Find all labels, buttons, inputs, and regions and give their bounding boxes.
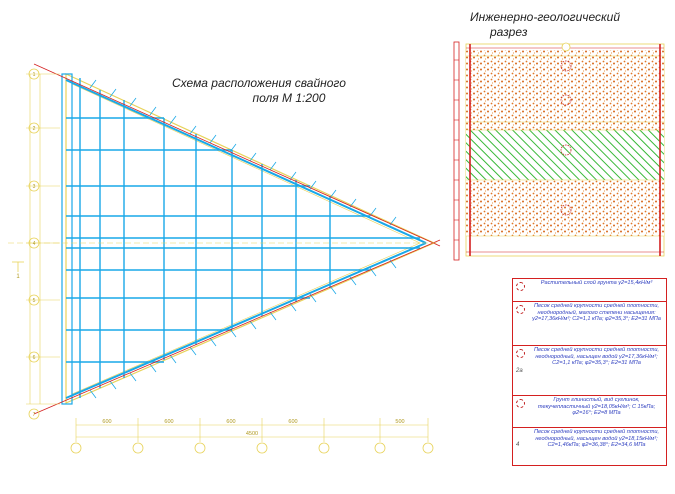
legend-text-2a: Песок средней крупности средней плотност…: [533, 347, 660, 367]
upper-axis-line: [33, 63, 441, 247]
plan-title-line2: поля М 1:200: [252, 91, 326, 105]
layer-marker-icon: [516, 305, 525, 314]
section-number-bubble: [561, 42, 571, 52]
depth-scale: [453, 41, 460, 261]
legend-num-4: 4: [516, 442, 520, 448]
bottom-dimension-chain: [75, 418, 429, 442]
section-title-line1: Инженерно-геологический: [470, 10, 621, 24]
section-cut-mark: [12, 261, 24, 272]
layer-sand-4: [466, 180, 664, 236]
dim-label-1: 600: [102, 419, 111, 425]
legend-text-4: Песок средней крупности средней плотност…: [533, 429, 660, 449]
geological-section: [453, 41, 665, 261]
row-label-2: 2: [33, 126, 36, 132]
layer-sand-2a: [466, 122, 664, 130]
section-title-line2: разрез: [490, 25, 528, 39]
legend-text-1: Растительный слой грунта γ2=15,4кН/м³: [540, 280, 653, 286]
lower-axis-line: [33, 239, 441, 415]
legend-row-3: Грунт глинистый, вид суглинок, текучепла…: [513, 395, 666, 427]
row-label-4: 4: [33, 241, 36, 247]
pile-ticks: [89, 79, 397, 399]
row-label-3: 3: [33, 184, 36, 190]
dim-label-2: 600: [164, 419, 173, 425]
legend-row-2a: 2а Песок средней крупности средней плотн…: [513, 345, 666, 395]
dim-total: 4500: [246, 431, 258, 437]
vertical-pile-lines: [79, 78, 331, 398]
legend-num-2a: 2а: [516, 368, 523, 374]
row-label-5: 5: [33, 298, 36, 304]
legend-row-1: Растительный слой грунта γ2=15,4кН/м³: [513, 279, 666, 301]
pile-field-plan: 1 2 3 4 5 6 7 1 600 600: [8, 63, 441, 454]
row-label-1: 1: [33, 72, 36, 78]
layer-topsoil: [466, 50, 664, 56]
row-label-6: 6: [33, 355, 36, 361]
section-title: Инженерно-геологический разрез: [470, 10, 620, 40]
left-dimension-chain: [26, 73, 60, 405]
plan-title-line1: Схема расположения свайного: [172, 76, 346, 90]
layer-sand-1: [466, 56, 664, 122]
plan-title: Схема расположения свайного поля М 1:200: [172, 76, 346, 106]
column-axis-bubbles: [70, 442, 434, 454]
legend-text-2: Песок средней крупности средней плотност…: [532, 303, 661, 323]
layer-marker-icon: [516, 282, 525, 291]
left-grillage-beam: [61, 73, 73, 405]
section-cut-label: 1: [16, 274, 20, 280]
layer-marker-icon: [516, 349, 525, 358]
soil-legend: Растительный слой грунта γ2=15,4кН/м³ Пе…: [512, 278, 667, 466]
layer-marker-icon: [516, 399, 525, 408]
legend-row-2: Песок средней крупности средней плотност…: [513, 301, 666, 345]
dim-label-5: 500: [395, 419, 404, 425]
row-axis-bubbles: [28, 68, 40, 420]
legend-text-3: Грунт глинистый, вид суглинок, текучепла…: [537, 397, 656, 417]
horizontal-pile-lines: [66, 117, 420, 363]
dim-label-3: 600: [226, 419, 235, 425]
dim-label-4: 600: [288, 419, 297, 425]
row-label-7: 7: [33, 412, 36, 418]
legend-row-4: 4 Песок средней крупности средней плотно…: [513, 427, 666, 465]
